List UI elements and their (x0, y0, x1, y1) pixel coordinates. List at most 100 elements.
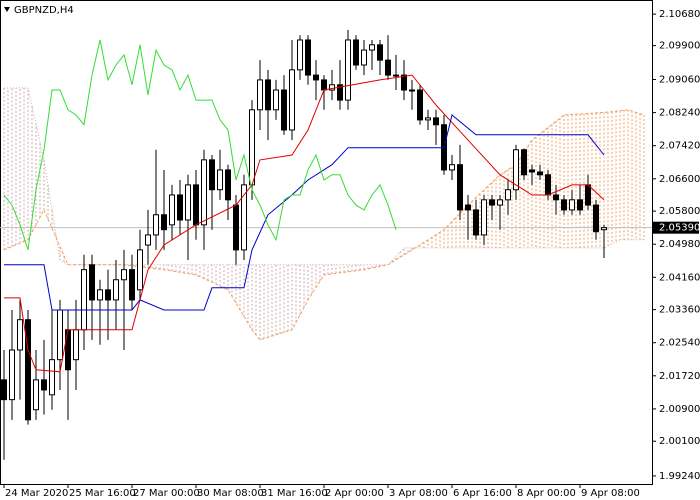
candle-body (561, 199, 567, 211)
y-tick-label: 2.04160 (659, 272, 700, 283)
candle-body (73, 329, 79, 361)
x-tick-label: 24 Mar 2020 (5, 488, 68, 499)
candle-body (465, 204, 471, 211)
candle-body (169, 194, 175, 226)
current-price-label: 2.05390 (659, 223, 700, 234)
x-tick-label: 31 Mar 16:00 (261, 488, 328, 499)
candle-body (177, 194, 183, 221)
candle-body (233, 204, 239, 251)
candle-body (97, 289, 103, 301)
candle-body (161, 214, 167, 231)
candle-body (273, 89, 279, 111)
candle-body (417, 89, 423, 121)
candle-body (545, 174, 551, 196)
candle-body (313, 74, 319, 81)
candle-body (345, 39, 351, 101)
chart-title: GBPNZD,H4 (14, 5, 74, 16)
candle-body (361, 49, 367, 66)
candle-body (537, 171, 543, 176)
candle-body (497, 199, 503, 206)
candle-body (593, 204, 599, 233)
y-tick-label: 2.00100 (659, 436, 700, 447)
candle-body (393, 74, 399, 77)
candle-body (217, 169, 223, 191)
candle-body (289, 69, 295, 131)
candle-body (33, 379, 39, 411)
candle-body (249, 109, 255, 186)
plot-layer (0, 29, 652, 460)
candle-body (89, 264, 95, 301)
candle-body (41, 379, 47, 391)
indicator-line (4, 74, 605, 373)
candle-body (145, 234, 151, 246)
candle-body (17, 319, 23, 351)
candle-body (153, 214, 159, 236)
candle-body (401, 74, 407, 91)
candle-body (209, 159, 215, 191)
y-tick-label: 2.04980 (659, 239, 700, 250)
y-tick-label: 1.99240 (659, 471, 700, 482)
candle-body (433, 117, 439, 126)
y-tick-label: 2.00900 (659, 404, 700, 415)
x-tick-label: 27 Mar 00:00 (133, 488, 200, 499)
candle-body (137, 249, 143, 291)
candle-body (521, 149, 527, 176)
x-tick-label: 25 Mar 16:00 (69, 488, 136, 499)
candle-body (305, 39, 311, 76)
candle-body (449, 164, 455, 171)
candle-body (57, 309, 63, 361)
candle-body (105, 289, 111, 301)
candle-body (425, 117, 431, 121)
y-tick-label: 2.10680 (659, 9, 700, 20)
candle-body (65, 329, 71, 371)
symbol-menu-icon (4, 7, 10, 12)
candle-body (193, 184, 199, 226)
candle-body (353, 39, 359, 66)
candle-body (185, 184, 191, 221)
candle-body (481, 199, 487, 236)
y-tick-label: 2.03360 (659, 305, 700, 316)
candle-body (113, 279, 119, 301)
candle-body (321, 79, 327, 91)
candle-body (329, 84, 335, 91)
candle-body (601, 227, 607, 231)
y-tick-label: 2.08240 (659, 108, 700, 119)
y-tick-label: 2.06600 (659, 174, 700, 185)
candle-body (241, 184, 247, 251)
candle-body (505, 189, 511, 201)
candle-body (121, 269, 127, 281)
candle-body (337, 84, 343, 101)
candle-body (473, 209, 479, 236)
indicator-line (3, 39, 397, 251)
candle-body (49, 359, 55, 396)
candle-body (297, 39, 303, 71)
candle-body (9, 349, 15, 401)
candle-body (529, 169, 535, 173)
plot-frame (0, 0, 653, 485)
indicator-line (4, 114, 605, 311)
candle-body (81, 269, 87, 331)
candle-body (377, 44, 383, 61)
candle-body (553, 194, 559, 201)
y-tick-label: 2.09060 (659, 75, 700, 86)
y-tick-label: 2.01720 (659, 371, 700, 382)
candle-body (129, 269, 135, 301)
x-tick-label: 30 Mar 08:00 (197, 488, 264, 499)
y-tick-label: 2.02540 (659, 338, 700, 349)
y-tick-label: 2.05800 (659, 206, 700, 217)
candle-body (385, 59, 391, 76)
candle-body (489, 199, 495, 206)
candle-body (281, 89, 287, 131)
x-tick-label: 3 Apr 08:00 (389, 488, 448, 499)
candle-body (25, 319, 31, 421)
y-tick-label: 2.07420 (659, 141, 700, 152)
candle-body (457, 164, 463, 211)
candle-body (513, 149, 519, 191)
x-tick-label: 2 Apr 00:00 (325, 488, 384, 499)
candle-body (369, 44, 375, 51)
x-tick-label: 9 Apr 08:00 (581, 488, 640, 499)
candle-body (409, 89, 415, 92)
current-price-box (653, 221, 699, 234)
senkou-span-b (4, 87, 644, 266)
